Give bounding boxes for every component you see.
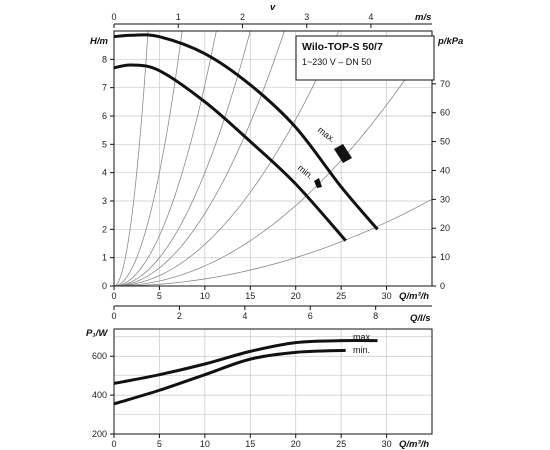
- y2-tick-label: 70: [440, 79, 450, 89]
- power-min-label: min.: [353, 345, 370, 355]
- x-tick-label: 5: [157, 291, 162, 301]
- x-tick-label: 20: [291, 291, 301, 301]
- y2-tick-label: 50: [440, 137, 450, 147]
- velocity-tick-label: 1: [176, 12, 181, 22]
- x-tick-label: 10: [200, 291, 210, 301]
- min-marker: [314, 178, 322, 188]
- power-max-label: max.: [353, 332, 373, 342]
- y2-tick-label: 30: [440, 194, 450, 204]
- y2-tick-label: 10: [440, 252, 450, 262]
- x-axis-label: Q/m³/h: [399, 291, 429, 302]
- velocity-axis-unit: m/s: [415, 12, 431, 23]
- bottom-series: [113, 339, 378, 406]
- velocity-tick-label: 2: [240, 12, 245, 22]
- system-curve: [113, 30, 217, 287]
- y2-tick-label: 20: [440, 223, 450, 233]
- velocity-tick-label: 3: [304, 12, 309, 22]
- x-tick-label: 30: [382, 291, 392, 301]
- flow-ls-tick-label: 8: [373, 311, 378, 321]
- power-curve-max: [113, 339, 378, 385]
- chart-subtitle: 1~230 V – DN 50: [302, 57, 371, 67]
- system-curve: [113, 39, 433, 287]
- y-tick-label: 7: [102, 83, 107, 93]
- flow-ls-tick-label: 0: [111, 311, 116, 321]
- system-curve: [113, 30, 149, 287]
- power-x-tick-label: 30: [382, 439, 392, 449]
- y2-axis-label: p/kPa: [437, 36, 463, 47]
- y-tick-label: 0: [102, 281, 107, 291]
- y2-tick-label: 0: [440, 281, 445, 291]
- bottom-tick-labels: 200 400 600 0 5 10 15 20 25 30: [92, 351, 392, 449]
- y2-tick-label: 40: [440, 165, 450, 175]
- max-curve-label: max.: [316, 125, 338, 145]
- y-tick-label: 6: [102, 111, 107, 121]
- power-x-axis-label: Q/m³/h: [399, 439, 429, 450]
- flow-ls-tick-label: 6: [308, 311, 313, 321]
- max-marker: [334, 144, 352, 163]
- bottom-plot-frame: [113, 328, 433, 435]
- x-tick-label: 25: [336, 291, 346, 301]
- bottom-grid: [114, 329, 432, 434]
- flow-ls-tick-label: 4: [242, 311, 247, 321]
- velocity-tick-label: 0: [111, 12, 116, 22]
- chart-title: Wilo-TOP-S 50/7: [302, 41, 383, 53]
- system-curve: [113, 30, 285, 287]
- x-tick-label: 0: [111, 291, 116, 301]
- flow-ls-tick-label: 2: [177, 311, 182, 321]
- flow-ls-axis-label: Q/l/s: [410, 313, 431, 324]
- y-tick-label: 2: [102, 224, 107, 234]
- top-plot-frame: [113, 30, 433, 287]
- y2-tick-label: 60: [440, 108, 450, 118]
- system-curve: [113, 30, 340, 287]
- y-tick-label: 8: [102, 54, 107, 64]
- power-x-tick-label: 0: [111, 439, 116, 449]
- system-curves: [113, 30, 433, 287]
- y-tick-label: 1: [102, 253, 107, 263]
- y-axis-label: H/m: [90, 36, 109, 47]
- power-axis-label: P₁/W: [86, 328, 108, 339]
- min-curve-label: min.: [296, 163, 316, 181]
- system-curve: [113, 198, 433, 287]
- y-tick-label: 3: [102, 196, 107, 206]
- power-y-tick-label: 200: [92, 429, 107, 439]
- system-curve: [113, 30, 251, 287]
- power-x-tick-label: 10: [200, 439, 210, 449]
- x-tick-label: 15: [245, 291, 255, 301]
- top-axes: [110, 23, 436, 310]
- y-tick-label: 5: [102, 139, 107, 149]
- bottom-axes: [110, 328, 433, 438]
- velocity-tick-label: 4: [368, 12, 373, 22]
- power-x-tick-label: 20: [291, 439, 301, 449]
- system-curve: [113, 30, 183, 287]
- velocity-axis-label: v: [270, 2, 276, 13]
- top-series: [113, 33, 379, 242]
- power-y-tick-label: 400: [92, 390, 107, 400]
- power-x-tick-label: 15: [245, 439, 255, 449]
- power-x-tick-label: 25: [336, 439, 346, 449]
- title-box: [295, 35, 435, 81]
- pump-curve-min: [113, 63, 347, 242]
- power-curve-min: [113, 348, 346, 406]
- power-y-tick-label: 600: [92, 351, 107, 361]
- y-tick-label: 4: [102, 168, 107, 178]
- power-x-tick-label: 5: [157, 439, 162, 449]
- pump-curve-max: [113, 33, 379, 231]
